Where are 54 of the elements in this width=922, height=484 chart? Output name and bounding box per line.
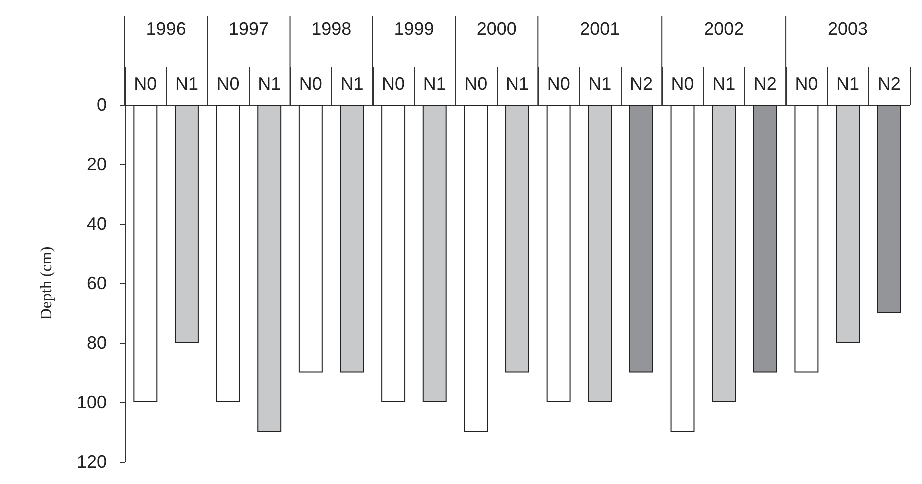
bar: [422, 105, 447, 402]
text: 1997: [228, 19, 269, 39]
text: 2003: [828, 19, 868, 39]
bar: [753, 105, 778, 373]
bar: [216, 105, 240, 402]
x-tick-label: N0: [382, 74, 406, 94]
bar: [174, 105, 199, 343]
x-tick-label: N0: [464, 74, 488, 94]
x-tick-label: N0: [134, 74, 158, 94]
bar: [836, 105, 860, 343]
x-tick-label: N0: [795, 74, 818, 94]
x-tick-label: N1: [588, 74, 612, 94]
text: 2001: [580, 19, 620, 39]
x-tick-label: N0: [299, 74, 322, 94]
x-tick-label: N0: [547, 74, 570, 94]
bar: [134, 105, 158, 402]
text: 1996: [146, 19, 186, 39]
x-tick-label: N1: [423, 74, 446, 94]
x-tick-label: N2: [630, 74, 653, 94]
text: 1998: [312, 19, 352, 39]
bar: [794, 105, 819, 373]
x-tick-label: N1: [836, 74, 860, 94]
x-tick-label: N1: [258, 74, 282, 94]
y-tick-label: 20: [86, 154, 107, 174]
bar: [546, 105, 571, 402]
bar: [877, 105, 902, 314]
bar: [464, 105, 488, 432]
y-axis-title: Depth (cm): [38, 246, 56, 320]
bar: [298, 105, 323, 373]
bar: [712, 105, 736, 402]
x-tick-label: N1: [340, 74, 364, 94]
bar: [506, 105, 530, 373]
x-tick-label: N2: [754, 74, 777, 94]
y-tick-label: 60: [86, 274, 107, 294]
x-tick-label: N1: [175, 74, 198, 94]
x-tick-label: N1: [506, 74, 530, 94]
text: 2000: [476, 19, 517, 39]
bar: [258, 105, 282, 432]
y-tick-label: 80: [86, 333, 107, 353]
text: 2002: [704, 19, 744, 39]
x-tick-label: N0: [671, 74, 694, 94]
y-tick-label: 100: [76, 392, 107, 412]
bar: [382, 105, 406, 402]
bar: [629, 105, 654, 373]
y-tick-label: 40: [86, 214, 107, 234]
bar: [340, 105, 364, 373]
bar: [670, 105, 695, 432]
y-tick-label: 120: [76, 452, 107, 472]
y-tick-label: 0: [96, 95, 107, 115]
bar: [588, 105, 612, 402]
x-tick-label: N2: [878, 74, 901, 94]
text: 1999: [394, 19, 434, 39]
x-tick-label: N0: [216, 74, 240, 94]
x-tick-label: N1: [712, 74, 736, 94]
